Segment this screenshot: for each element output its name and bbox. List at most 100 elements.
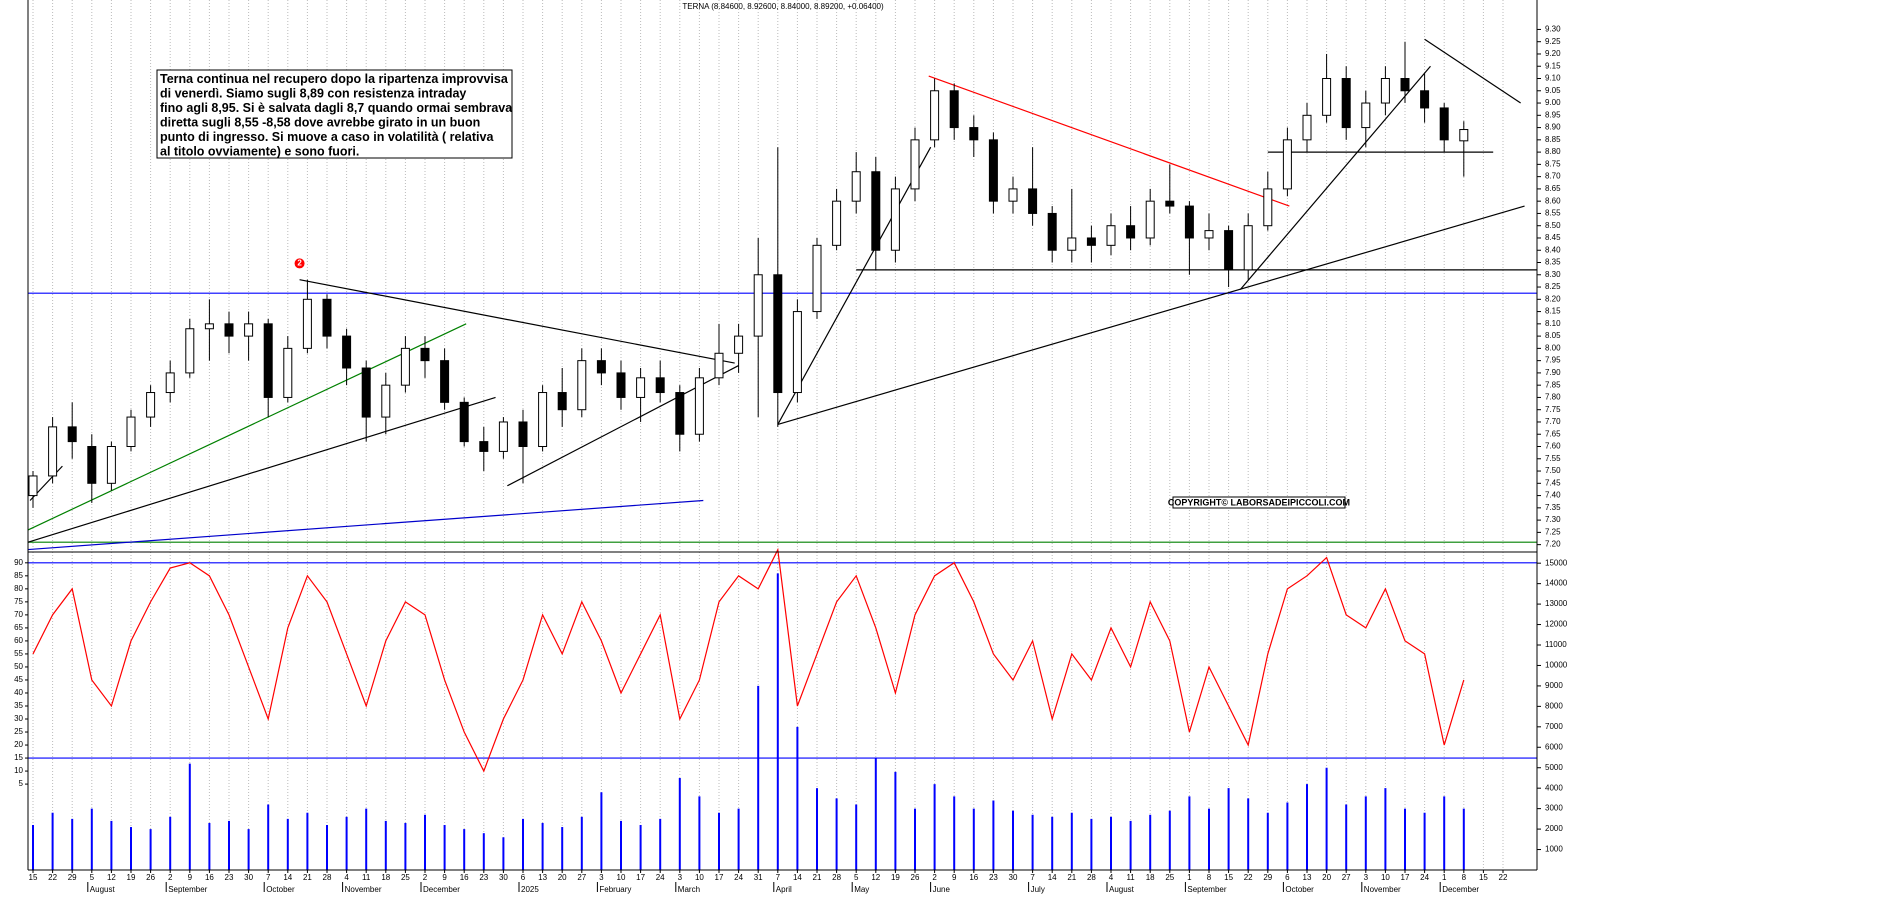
- candle-body: [1086, 237, 1096, 246]
- y-tick-label: 7.80: [1545, 393, 1561, 402]
- candle-body: [655, 377, 665, 394]
- y-tick-label: 9.15: [1545, 61, 1561, 70]
- x-tick-label: 17: [636, 873, 645, 882]
- y-tick-label: 7.90: [1545, 368, 1561, 377]
- month-label: December: [1442, 885, 1479, 894]
- x-tick-label: 5: [854, 873, 859, 882]
- candle-body: [185, 328, 195, 374]
- month-label: April: [776, 885, 792, 894]
- osc-tick-label: 40: [14, 688, 23, 697]
- x-tick-label: 6: [521, 873, 526, 882]
- volume-tick-label: 12000: [1545, 620, 1568, 629]
- candle-body: [1302, 114, 1312, 141]
- x-tick-label: 4: [344, 873, 349, 882]
- candle-body: [1204, 230, 1214, 239]
- candle-body: [1322, 78, 1332, 116]
- x-tick-label: 10: [617, 873, 626, 882]
- copyright-box: [1172, 496, 1346, 509]
- candle-body: [832, 200, 842, 246]
- trend-line: [28, 499, 704, 551]
- osc-tick-label: 5: [19, 779, 24, 788]
- x-tick-label: 10: [695, 873, 704, 882]
- x-tick-label: 16: [969, 873, 978, 882]
- y-tick-label: 7.60: [1545, 442, 1561, 451]
- y-tick-label: 7.50: [1545, 466, 1561, 475]
- x-tick-label: 13: [1303, 873, 1312, 882]
- candle-body: [361, 367, 371, 418]
- osc-tick-label: 90: [14, 558, 23, 567]
- x-tick-label: 12: [107, 873, 116, 882]
- x-tick-label: 16: [460, 873, 469, 882]
- x-tick-label: 7: [776, 873, 781, 882]
- candle-body: [283, 347, 293, 398]
- candle-body: [28, 475, 38, 497]
- month-label: September: [1187, 885, 1226, 894]
- x-tick-label: 7: [1030, 873, 1035, 882]
- volume-tick-label: 13000: [1545, 599, 1568, 608]
- candle-body: [557, 392, 567, 411]
- osc-tick-label: 80: [14, 584, 23, 593]
- volume-tick-label: 5000: [1545, 763, 1563, 772]
- x-tick-label: 9: [952, 873, 957, 882]
- osc-tick-label: 65: [14, 623, 23, 632]
- candle-body: [1067, 237, 1077, 251]
- x-tick-label: 26: [911, 873, 920, 882]
- y-tick-label: 9.00: [1545, 98, 1561, 107]
- annotation-line: diretta sugli 8,55 -8,58 dove avrebbe gi…: [160, 116, 480, 130]
- y-tick-label: 7.20: [1545, 540, 1561, 549]
- candle-body: [67, 426, 77, 443]
- x-tick-label: 21: [303, 873, 312, 882]
- y-tick-label: 8.95: [1545, 110, 1561, 119]
- candle-body: [322, 298, 332, 337]
- x-tick-label: 25: [1165, 873, 1174, 882]
- month-label: October: [266, 885, 295, 894]
- volume-tick-label: 9000: [1545, 681, 1563, 690]
- annotation-line: punto di ingresso. Si muove a caso in vo…: [160, 130, 494, 144]
- marker-label: 2: [297, 259, 302, 268]
- candle-body: [871, 171, 881, 251]
- osc-tick-label: 35: [14, 701, 23, 710]
- trend-line: [928, 75, 1290, 207]
- annotation-line: fino agli 8,95. Si è salvata dagli 8,7 q…: [160, 101, 513, 115]
- x-tick-label: 23: [989, 873, 998, 882]
- volume-tick-label: 11000: [1545, 640, 1567, 649]
- y-tick-label: 8.20: [1545, 294, 1561, 303]
- candle-body: [616, 372, 626, 398]
- volume-tick-label: 2000: [1545, 824, 1563, 833]
- annotation-line: Terna continua nel recupero dopo la ripa…: [160, 72, 509, 86]
- candle-body: [1047, 212, 1057, 251]
- month-label: November: [345, 885, 382, 894]
- y-tick-label: 7.70: [1545, 417, 1561, 426]
- x-tick-label: 18: [1146, 873, 1155, 882]
- x-tick-label: 22: [1499, 873, 1508, 882]
- osc-tick-label: 25: [14, 727, 23, 736]
- candle-body: [224, 323, 234, 337]
- osc-tick-label: 70: [14, 610, 23, 619]
- month-label: December: [423, 885, 460, 894]
- osc-tick-label: 20: [14, 740, 23, 749]
- x-tick-label: 25: [401, 873, 410, 882]
- x-tick-label: 30: [499, 873, 508, 882]
- candle-body: [675, 392, 685, 435]
- x-tick-label: 29: [1263, 873, 1272, 882]
- candle-body: [969, 127, 979, 141]
- candle-body: [812, 244, 822, 313]
- x-tick-label: 14: [283, 873, 292, 882]
- x-tick-label: 24: [656, 873, 665, 882]
- candle-body: [753, 274, 763, 337]
- osc-tick-label: 10: [14, 766, 23, 775]
- volume-tick-label: 1000: [1545, 845, 1563, 854]
- candle-body: [1165, 200, 1175, 207]
- y-tick-label: 9.10: [1545, 74, 1561, 83]
- x-tick-label: 1: [1187, 873, 1192, 882]
- y-tick-label: 7.35: [1545, 503, 1561, 512]
- candle-body: [596, 360, 606, 374]
- x-tick-label: 6: [1285, 873, 1290, 882]
- x-tick-label: 20: [1322, 873, 1331, 882]
- y-tick-label: 8.85: [1545, 135, 1561, 144]
- volume-tick-label: 15000: [1545, 558, 1568, 567]
- candle-body: [106, 446, 116, 484]
- osc-tick-label: 55: [14, 649, 23, 658]
- candle-body: [694, 377, 704, 435]
- candle-body: [538, 392, 548, 448]
